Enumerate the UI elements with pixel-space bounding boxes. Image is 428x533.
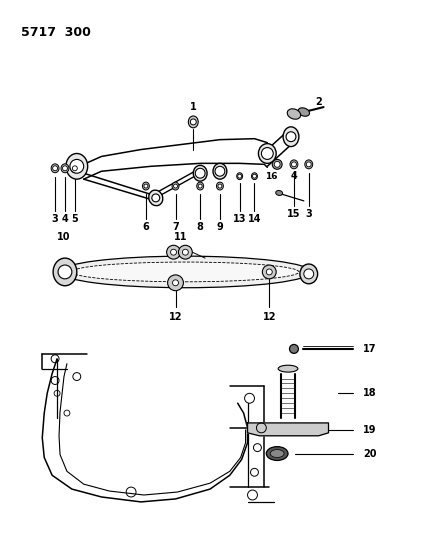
- Ellipse shape: [71, 164, 79, 173]
- Ellipse shape: [270, 450, 284, 457]
- Ellipse shape: [237, 173, 243, 180]
- Text: 4: 4: [62, 214, 68, 224]
- Ellipse shape: [259, 143, 276, 163]
- Circle shape: [291, 162, 297, 167]
- Text: 15: 15: [287, 209, 301, 219]
- Circle shape: [215, 166, 225, 176]
- Text: 16: 16: [265, 172, 277, 181]
- Circle shape: [238, 174, 242, 178]
- Circle shape: [72, 166, 77, 171]
- Ellipse shape: [149, 190, 163, 206]
- Circle shape: [198, 184, 202, 188]
- Ellipse shape: [188, 116, 198, 128]
- Text: 5: 5: [71, 214, 78, 224]
- Ellipse shape: [287, 109, 300, 119]
- Circle shape: [306, 162, 311, 167]
- Ellipse shape: [172, 182, 179, 190]
- Circle shape: [262, 265, 276, 279]
- Text: 8: 8: [197, 222, 204, 231]
- Text: 5717  300: 5717 300: [21, 26, 90, 39]
- Ellipse shape: [143, 182, 149, 190]
- Text: 6: 6: [143, 222, 149, 231]
- Ellipse shape: [272, 159, 282, 169]
- Circle shape: [178, 245, 192, 259]
- Circle shape: [304, 269, 314, 279]
- Ellipse shape: [51, 164, 59, 173]
- Circle shape: [195, 168, 205, 178]
- Text: 12: 12: [169, 312, 182, 322]
- Ellipse shape: [278, 365, 298, 372]
- Ellipse shape: [59, 256, 311, 288]
- Text: 18: 18: [363, 389, 377, 398]
- Text: 4: 4: [291, 171, 297, 181]
- Ellipse shape: [300, 264, 318, 284]
- Circle shape: [253, 174, 256, 178]
- Circle shape: [274, 161, 280, 167]
- Text: 3: 3: [52, 214, 59, 224]
- Circle shape: [171, 249, 176, 255]
- Ellipse shape: [193, 165, 207, 181]
- Text: 10: 10: [57, 232, 71, 243]
- Text: 11: 11: [174, 232, 187, 243]
- Ellipse shape: [61, 164, 69, 173]
- Circle shape: [53, 166, 57, 171]
- Circle shape: [182, 249, 188, 255]
- Text: 13: 13: [233, 214, 247, 224]
- Circle shape: [62, 166, 68, 171]
- Circle shape: [173, 184, 178, 188]
- Text: 3: 3: [306, 209, 312, 219]
- Circle shape: [166, 245, 181, 259]
- Ellipse shape: [252, 173, 257, 180]
- Text: 17: 17: [363, 344, 377, 354]
- Text: 14: 14: [248, 214, 261, 224]
- Ellipse shape: [305, 160, 313, 169]
- Circle shape: [190, 119, 196, 125]
- Ellipse shape: [298, 108, 309, 116]
- Text: 1: 1: [190, 102, 196, 112]
- Circle shape: [144, 184, 148, 188]
- Circle shape: [266, 269, 272, 275]
- Polygon shape: [247, 423, 329, 436]
- Ellipse shape: [276, 190, 282, 196]
- Text: 19: 19: [363, 425, 377, 435]
- Ellipse shape: [66, 154, 88, 179]
- Ellipse shape: [266, 447, 288, 461]
- Text: 9: 9: [217, 222, 223, 231]
- Ellipse shape: [213, 163, 227, 179]
- Text: 7: 7: [172, 222, 179, 231]
- Ellipse shape: [72, 262, 299, 282]
- Circle shape: [152, 194, 160, 202]
- Ellipse shape: [197, 182, 204, 190]
- Text: 2: 2: [315, 97, 322, 107]
- Ellipse shape: [289, 344, 298, 353]
- Circle shape: [70, 159, 84, 173]
- Text: 12: 12: [262, 312, 276, 322]
- Ellipse shape: [283, 127, 299, 147]
- Ellipse shape: [53, 258, 77, 286]
- Ellipse shape: [290, 160, 298, 169]
- Circle shape: [172, 280, 178, 286]
- Circle shape: [262, 148, 273, 159]
- Circle shape: [218, 184, 222, 188]
- Text: 20: 20: [363, 449, 377, 458]
- Circle shape: [58, 265, 72, 279]
- Circle shape: [286, 132, 296, 142]
- Circle shape: [168, 275, 184, 290]
- Ellipse shape: [217, 182, 223, 190]
